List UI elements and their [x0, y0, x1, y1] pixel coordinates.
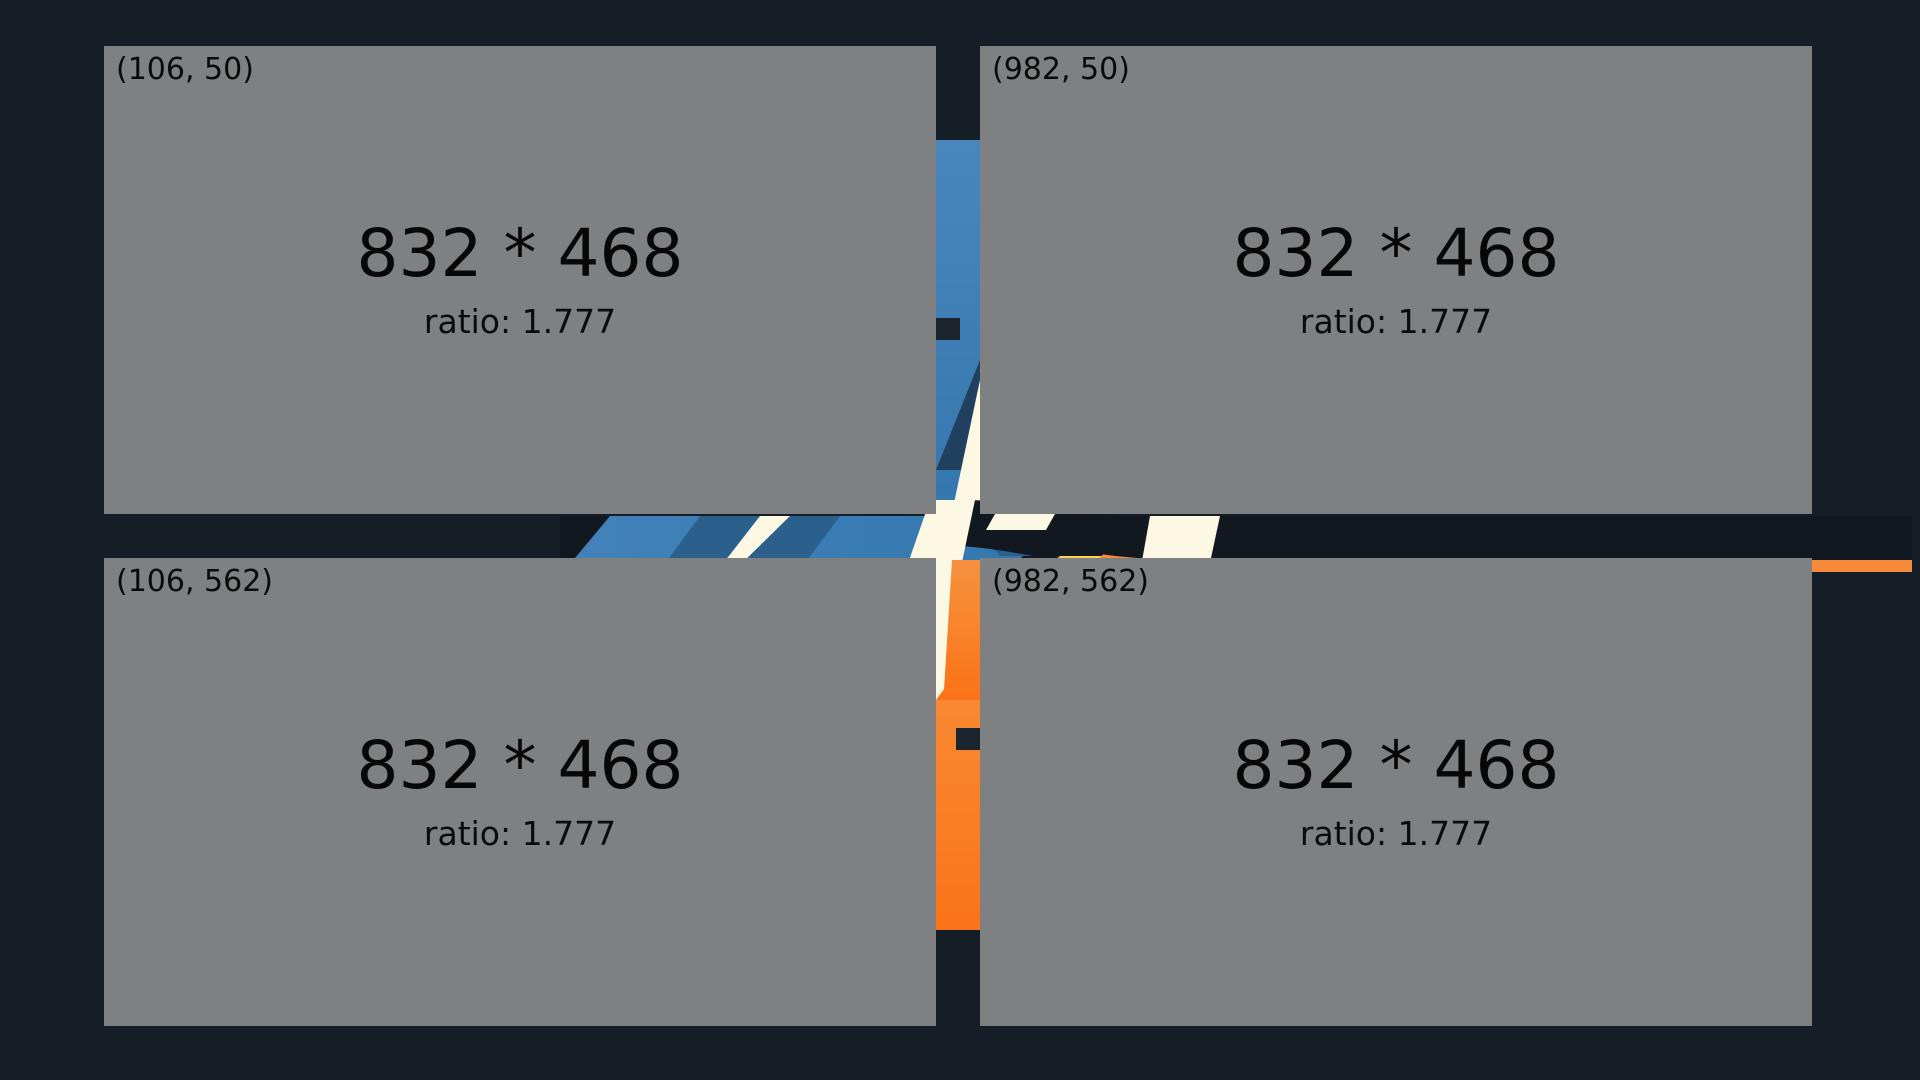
- screenshot-panel-top-left[interactable]: (106, 50) 832 * 468 ratio: 1.777: [104, 46, 936, 514]
- panel-ratio-label: ratio: 1.777: [1299, 302, 1493, 342]
- panel-coordinate-label: (982, 562): [992, 564, 1150, 599]
- panel-ratio-label: ratio: 1.777: [1299, 814, 1493, 854]
- screenshot-panel-bottom-left[interactable]: (106, 562) 832 * 468 ratio: 1.777: [104, 558, 936, 1026]
- panel-center-text: 832 * 468 ratio: 1.777: [104, 214, 936, 342]
- panel-dimensions-label: 832 * 468: [356, 726, 684, 804]
- screenshot-panel-top-right[interactable]: (982, 50) 832 * 468 ratio: 1.777: [980, 46, 1812, 514]
- panel-center-text: 832 * 468 ratio: 1.777: [980, 726, 1812, 854]
- screenshot-panel-bottom-right[interactable]: (982, 562) 832 * 468 ratio: 1.777: [980, 558, 1812, 1026]
- panel-coordinate-label: (982, 50): [992, 52, 1130, 87]
- panel-dimensions-label: 832 * 468: [1232, 214, 1560, 292]
- panel-center-text: 832 * 468 ratio: 1.777: [104, 726, 936, 854]
- panel-coordinate-label: (106, 50): [116, 52, 254, 87]
- panel-ratio-label: ratio: 1.777: [423, 814, 617, 854]
- panel-dimensions-label: 832 * 468: [1232, 726, 1560, 804]
- panel-coordinate-label: (106, 562): [116, 564, 274, 599]
- panel-ratio-label: ratio: 1.777: [423, 302, 617, 342]
- panel-center-text: 832 * 468 ratio: 1.777: [980, 214, 1812, 342]
- panel-dimensions-label: 832 * 468: [356, 214, 684, 292]
